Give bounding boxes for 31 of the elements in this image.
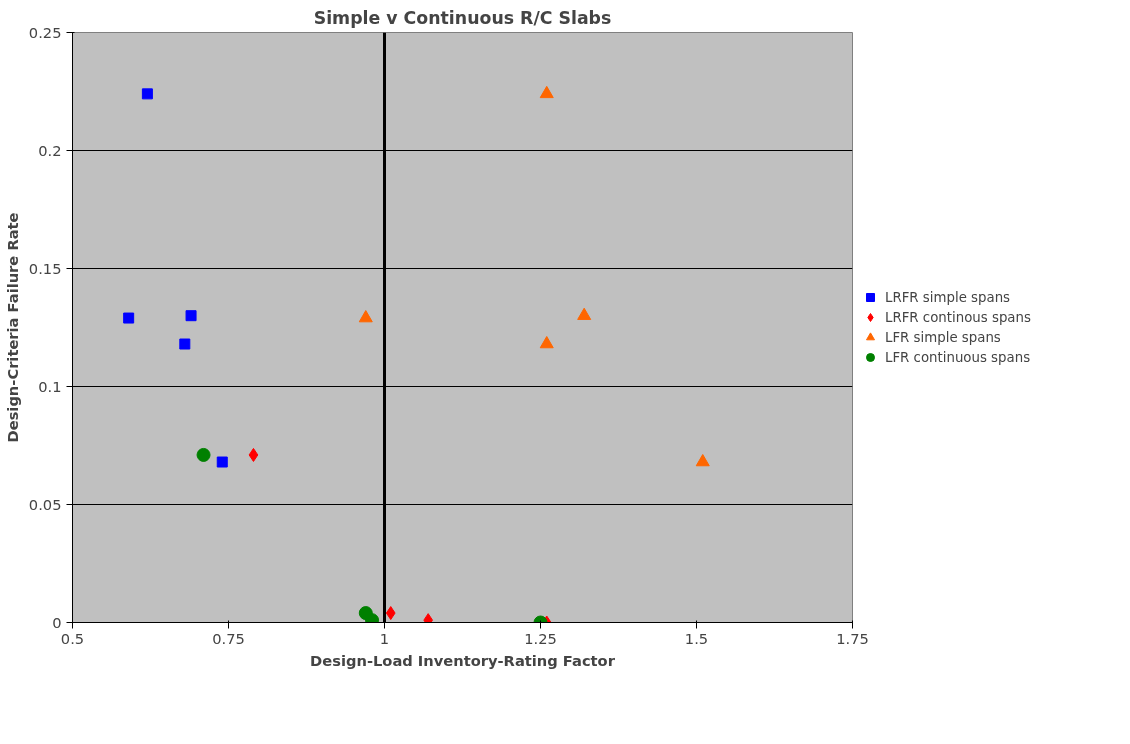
- y-tick-label: 0.2: [38, 141, 62, 159]
- point: [358, 310, 373, 323]
- point: [179, 338, 191, 350]
- point: [539, 85, 554, 99]
- x-tick-label: 0.75: [212, 629, 245, 647]
- point: [248, 447, 259, 462]
- y-tick-label: 0.15: [28, 259, 62, 277]
- y-tick-label: 0.1: [38, 377, 62, 395]
- point: [539, 336, 554, 349]
- point: [216, 456, 228, 468]
- point: [577, 307, 592, 320]
- y-tick-label: 0.05: [28, 495, 62, 513]
- point: [185, 310, 197, 322]
- point: [196, 447, 211, 462]
- y-axis-title: Design-Criteria Failure Rate: [3, 212, 21, 443]
- x-tick-label: 1.5: [684, 629, 709, 647]
- x-tick-label: 1.75: [836, 629, 869, 647]
- y-tick-label: 0: [52, 613, 62, 631]
- x-tick-label: 1: [379, 629, 390, 647]
- point: [141, 88, 153, 100]
- point: [123, 312, 135, 324]
- chart-title: Simple v Continuous R/C Slabs: [313, 7, 612, 28]
- x-tick-label: 1.25: [524, 629, 557, 647]
- legend-label: LFR continuous spans: [885, 349, 1031, 365]
- x-axis-title: Design-Load Inventory-Rating Factor: [310, 651, 616, 669]
- legend-label: LRFR continous spans: [885, 309, 1031, 325]
- y-tick-label: 0.25: [28, 23, 62, 41]
- point: [695, 454, 710, 467]
- x-tick-label: 0.5: [60, 629, 85, 647]
- legend-label: LRFR simple spans: [885, 289, 1011, 305]
- legend-label: LFR simple spans: [885, 329, 1001, 345]
